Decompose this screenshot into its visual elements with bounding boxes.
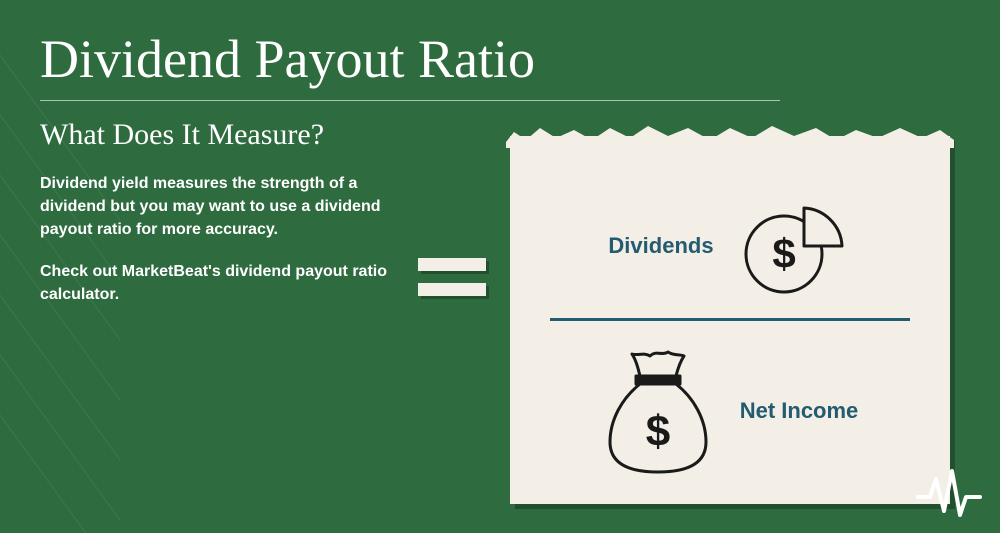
denominator-label: Net Income	[740, 398, 859, 424]
body-paragraph-1: Dividend yield measures the strength of …	[40, 172, 400, 242]
marketbeat-pulse-icon	[916, 467, 982, 519]
formula-numerator: Dividends $	[510, 196, 950, 296]
fraction-bar	[550, 318, 910, 321]
svg-text:$: $	[772, 230, 795, 277]
page-title: Dividend Payout Ratio	[40, 28, 535, 90]
body-paragraph-2: Check out MarketBeat's dividend payout r…	[40, 260, 400, 306]
money-bag-dollar-icon: $	[602, 346, 712, 476]
numerator-label: Dividends	[608, 233, 713, 259]
pie-chart-dollar-icon: $	[742, 196, 852, 296]
title-underline	[40, 100, 780, 101]
body-copy: Dividend yield measures the strength of …	[40, 172, 400, 306]
svg-text:$: $	[645, 407, 669, 456]
equals-sign	[418, 258, 486, 308]
page-subtitle: What Does It Measure?	[40, 118, 324, 152]
formula-denominator: $ Net Income	[510, 346, 950, 476]
torn-edge-decor	[506, 122, 954, 148]
formula-panel: Dividends $ $ Net Income	[510, 136, 950, 504]
